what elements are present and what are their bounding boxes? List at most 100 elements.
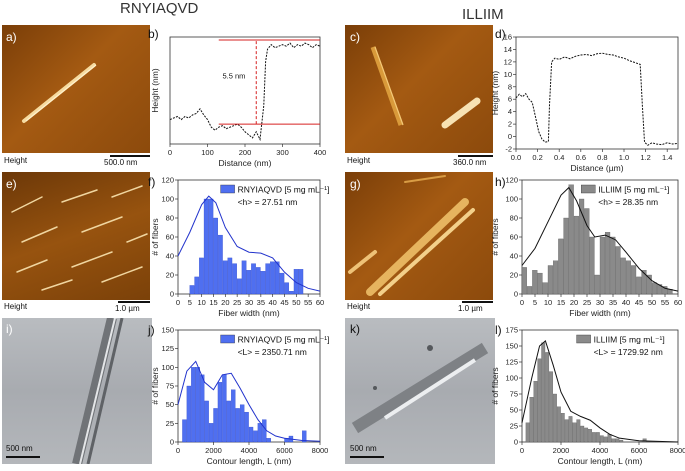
x-tick-label: 4000: [241, 446, 258, 455]
contour-length-histogram-l: ILLIIM [5 mg mL⁻¹] <L> = 1729.92 nm 0 2000 4…: [490, 326, 685, 467]
header-illiim: ILLIIM: [462, 6, 504, 23]
histogram-bar: [186, 385, 192, 443]
y-tick-label: 6: [508, 95, 512, 104]
histogram-bar: [542, 282, 548, 295]
histogram-bar: [564, 419, 569, 443]
height-profile-chart-d: 0.0 0.2 0.4 0.6 0.8 1.0 1.2 1.4 -2 0 2 4 6 8 10 12 14 16 D…: [490, 33, 679, 173]
height-annotation: 5.5 nm: [223, 71, 246, 80]
profile-line: [515, 52, 679, 146]
histogram-bar: [599, 435, 604, 443]
histogram-bar: [620, 257, 626, 295]
x-tick-label: 8000: [312, 446, 329, 455]
histogram-bar: [607, 434, 612, 443]
y-tick-label: 80: [166, 214, 174, 223]
legend-swatch: [581, 184, 596, 194]
x-tick-label: 6000: [631, 446, 648, 455]
x-tick-label: 35: [609, 298, 617, 307]
histogram-bar: [584, 427, 589, 443]
profile-line: [169, 42, 321, 142]
histogram-bar: [266, 438, 271, 443]
y-tick-label: 20: [166, 271, 174, 280]
histogram-bar: [610, 236, 616, 295]
histogram-bar: [527, 286, 533, 295]
histogram-bar: [208, 198, 214, 295]
histogram-bar: [262, 419, 267, 443]
x-tick-label: 400: [314, 148, 327, 157]
scale-bar-e: [118, 301, 150, 303]
panel-label-c: c): [350, 30, 360, 44]
x-tick-label: 60: [316, 298, 324, 307]
histogram-bar: [237, 278, 242, 295]
caption-g: Height: [347, 302, 371, 311]
histogram-bar: [217, 382, 223, 443]
scale-label-i: 500 nm: [6, 444, 33, 453]
legend-swatch: [220, 334, 235, 344]
fibril-drawing-e: [11, 185, 148, 291]
histogram-bar: [558, 238, 564, 295]
histogram-bar: [248, 426, 254, 443]
x-tick-label: 45: [280, 298, 288, 307]
histogram-bar: [195, 367, 200, 443]
legend-label: RNYIAQVD [5 mg mL⁻¹]: [238, 335, 330, 345]
histogram-bar: [284, 282, 289, 295]
histogram-bar: [241, 260, 247, 295]
x-tick-label: 0: [176, 298, 180, 307]
x-tick-label: 30: [245, 298, 253, 307]
histogram-bar: [525, 422, 530, 443]
x-tick-label: 0.4: [554, 153, 564, 162]
y-tick-label: 100: [161, 363, 174, 372]
histogram-bar: [556, 406, 561, 443]
header-rnyiaqvd: RNYIAQVD: [120, 0, 199, 17]
y-tick-label: 40: [166, 252, 174, 261]
y-tick-label: 150: [161, 326, 174, 335]
panel-label-h: h): [495, 175, 506, 189]
x-axis-label: Fiber width (nm): [218, 308, 280, 318]
caption-c: Height: [347, 156, 371, 165]
scale-bar-c: [458, 155, 493, 157]
y-tick-label: 80: [510, 214, 518, 223]
histogram-bar: [199, 257, 204, 295]
histogram-bar: [189, 285, 195, 295]
scale-bar-k: [350, 456, 384, 458]
scale-bar-g: [462, 301, 493, 303]
histogram-bar: [589, 236, 595, 295]
histogram-bar: [203, 198, 209, 295]
y-tick-label: 8: [508, 82, 512, 91]
histogram-bar: [641, 270, 647, 295]
panel-label-b: b): [148, 27, 159, 41]
histogram-bar: [646, 274, 652, 295]
histogram-bar: [194, 276, 200, 295]
histogram-bar: [573, 215, 579, 295]
x-tick-label: 8000: [670, 446, 685, 455]
y-tick-label: 10: [504, 70, 512, 79]
histogram-bar: [615, 438, 620, 443]
x-tick-label: 0.8: [597, 153, 607, 162]
x-tick-label: 1.2: [640, 153, 650, 162]
x-tick-label: 0: [168, 148, 172, 157]
x-tick-label: 1.0: [619, 153, 629, 162]
y-tick-label: 100: [505, 374, 518, 383]
histogram-bar: [603, 436, 608, 443]
x-tick-label: 25: [583, 298, 591, 307]
x-tick-label: 0.0: [511, 153, 521, 162]
histogram-bar: [227, 257, 233, 295]
y-tick-label: 60: [510, 233, 518, 242]
panel-label-a: a): [6, 30, 17, 44]
panel-label-k: k): [350, 322, 360, 336]
y-tick-label: 14: [504, 45, 512, 54]
afm-image-g: [345, 172, 493, 300]
height-profile-chart-b: 0 100 200 300 400 Distance (nm) Height (nm) 5.5…: [150, 36, 327, 168]
histogram-bar: [289, 291, 294, 295]
histogram-bar: [588, 429, 592, 443]
histogram-bar: [532, 270, 538, 295]
fit-curve: [177, 195, 321, 292]
y-tick-label: 125: [505, 358, 518, 367]
scale-bar-i: [6, 456, 40, 458]
y-tick-label: 0: [514, 290, 518, 299]
fit-curve: [521, 340, 679, 443]
panel-label-e: e): [6, 177, 17, 191]
y-tick-label: -2: [505, 145, 512, 154]
histogram-bar: [251, 263, 256, 295]
afm-image-c: [345, 25, 493, 153]
histogram-bar: [631, 265, 637, 295]
